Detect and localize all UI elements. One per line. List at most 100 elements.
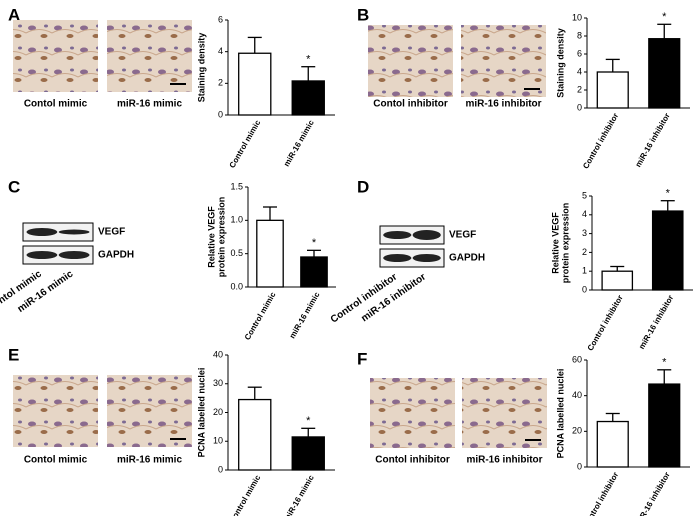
error-bar bbox=[610, 265, 625, 272]
blot-strip bbox=[379, 248, 445, 268]
blot-strip bbox=[22, 222, 94, 242]
bar bbox=[651, 210, 684, 291]
panel-label: B bbox=[357, 5, 369, 24]
y-tick-label: 6 bbox=[218, 14, 223, 24]
bar bbox=[291, 80, 325, 116]
y-tick-label: 4 bbox=[218, 46, 223, 56]
y-tick-label: 0 bbox=[218, 109, 223, 119]
y-tick-label: 30 bbox=[213, 378, 223, 388]
panel-label: A bbox=[8, 5, 20, 24]
y-tick-label: 10 bbox=[572, 12, 582, 22]
blot-band bbox=[58, 251, 90, 259]
y-tick-label: 0 bbox=[218, 464, 223, 474]
micrograph bbox=[461, 25, 546, 97]
y-tick-label: 40 bbox=[572, 390, 582, 400]
x-tick-label: Control inhibitor bbox=[586, 294, 625, 353]
y-axis-label: Relative VEGF bbox=[206, 206, 216, 268]
x-tick-label: Control mimic bbox=[228, 473, 263, 516]
blot-band bbox=[26, 251, 58, 259]
bar bbox=[648, 383, 681, 468]
y-tick-label: 1.5 bbox=[230, 181, 243, 191]
y-tick-label: 40 bbox=[213, 349, 223, 359]
significance-mark: * bbox=[662, 11, 667, 23]
y-tick-label: 0 bbox=[582, 284, 587, 294]
x-tick-label: Control inhibitor bbox=[581, 471, 620, 516]
blot-strip bbox=[22, 245, 94, 265]
micrograph bbox=[107, 20, 192, 92]
x-tick-label: Control mimic bbox=[243, 290, 278, 342]
x-tick-label: Control mimic bbox=[228, 118, 263, 170]
image-caption: miR-16 inhibitor bbox=[465, 99, 541, 110]
bar bbox=[596, 420, 629, 468]
x-tick-label: miR-16 inhibitor bbox=[637, 294, 675, 351]
panel-label: C bbox=[8, 177, 20, 196]
image-caption: Contol inhibitor bbox=[373, 99, 448, 110]
image-caption: miR-16 mimic bbox=[117, 99, 182, 110]
error-bar bbox=[263, 206, 277, 221]
image-caption: Contol mimic bbox=[24, 99, 88, 110]
y-axis-label: Relative VEGF bbox=[550, 212, 560, 274]
y-tick-label: 5 bbox=[582, 190, 587, 200]
blot-band bbox=[383, 231, 412, 239]
bar bbox=[596, 71, 629, 109]
error-bar bbox=[247, 386, 262, 400]
x-tick-label: miR-16 mimic bbox=[288, 290, 322, 340]
y-tick-label: 60 bbox=[572, 354, 582, 364]
y-axis-label: Staining density bbox=[196, 33, 206, 103]
x-tick-label: Control inhibitor bbox=[581, 112, 620, 171]
y-tick-label: 20 bbox=[572, 426, 582, 436]
significance-mark: * bbox=[306, 415, 311, 427]
y-tick-label: 1 bbox=[582, 266, 587, 276]
y-tick-label: 0.0 bbox=[230, 281, 243, 291]
y-axis-label: protein expression bbox=[216, 197, 226, 278]
blot-label: GAPDH bbox=[449, 253, 485, 264]
error-bar bbox=[247, 36, 262, 54]
significance-mark: * bbox=[312, 237, 317, 249]
image-caption: Contol inhibitor bbox=[375, 455, 450, 466]
error-bar bbox=[605, 58, 620, 72]
bar bbox=[648, 38, 681, 109]
y-tick-label: 3 bbox=[582, 228, 587, 238]
micrograph bbox=[13, 20, 98, 92]
image-caption: miR-16 mimic bbox=[117, 455, 182, 466]
x-tick-label: miR-16 inhibitor bbox=[634, 112, 672, 169]
panel-label: D bbox=[357, 177, 369, 196]
image-caption: miR-16 inhibitor bbox=[466, 455, 542, 466]
blot-caption: miR-16 mimic bbox=[16, 268, 76, 315]
blot-band bbox=[412, 230, 441, 240]
y-tick-label: 6 bbox=[577, 48, 582, 58]
bar bbox=[300, 256, 328, 288]
bar bbox=[238, 52, 272, 116]
micrograph bbox=[370, 378, 455, 448]
bar bbox=[291, 436, 325, 471]
y-tick-label: 0.5 bbox=[230, 248, 243, 258]
y-tick-label: 2 bbox=[577, 84, 582, 94]
y-tick-label: 8 bbox=[577, 30, 582, 40]
error-bar bbox=[657, 23, 672, 39]
blot-band bbox=[412, 254, 441, 262]
panel-label: F bbox=[357, 349, 367, 368]
error-bar bbox=[605, 412, 620, 422]
image-caption: Contol mimic bbox=[24, 455, 88, 466]
y-tick-label: 4 bbox=[582, 209, 587, 219]
y-tick-label: 1.0 bbox=[230, 215, 243, 225]
bar bbox=[238, 398, 272, 471]
blot-band bbox=[58, 229, 90, 235]
y-tick-label: 10 bbox=[213, 436, 223, 446]
y-axis-label: PCNA labelled nuclei bbox=[196, 368, 206, 458]
bar bbox=[256, 219, 284, 288]
x-tick-label: miR-16 mimic bbox=[282, 118, 316, 168]
error-bar bbox=[301, 427, 316, 437]
micrograph bbox=[13, 375, 98, 447]
error-bar bbox=[657, 369, 672, 385]
error-bar bbox=[307, 249, 321, 257]
blot-band bbox=[383, 254, 412, 262]
blot-label: GAPDH bbox=[98, 250, 134, 261]
y-tick-label: 20 bbox=[213, 407, 223, 417]
error-bar bbox=[660, 200, 675, 212]
blot-label: VEGF bbox=[98, 227, 125, 238]
x-tick-label: miR-16 inhibitor bbox=[634, 471, 672, 516]
blot-label: VEGF bbox=[449, 230, 476, 241]
micrograph bbox=[107, 375, 192, 447]
